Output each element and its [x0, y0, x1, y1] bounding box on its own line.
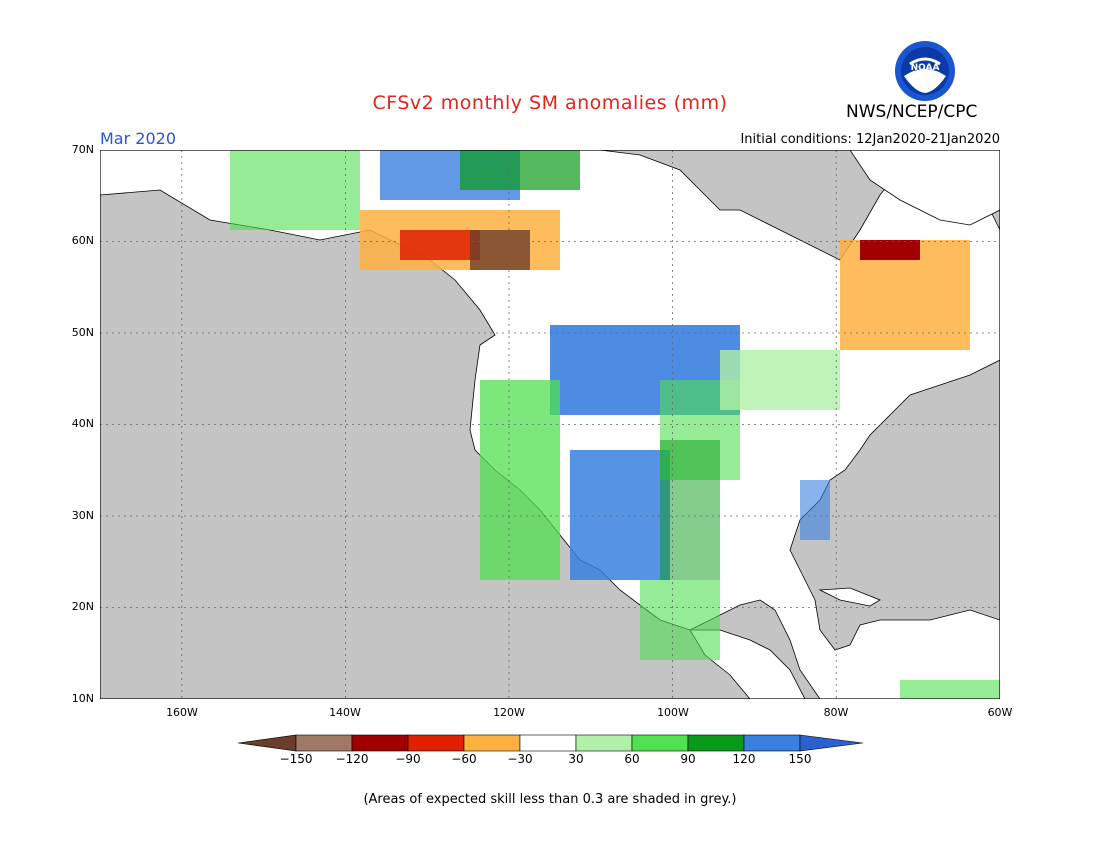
colorbar-label: −150	[279, 752, 313, 766]
anomaly-patches	[230, 150, 1000, 699]
lon-label-160w: 160W	[166, 706, 198, 719]
lon-label-100w: 100W	[657, 706, 689, 719]
colorbar-label: 90	[680, 752, 696, 766]
grid-lines	[100, 150, 1000, 699]
colorbar	[238, 734, 863, 752]
lat-label-40n: 40N	[71, 417, 94, 430]
noaa-logo: NOAA	[894, 40, 956, 102]
svg-text:NOAA: NOAA	[911, 63, 940, 73]
colorbar-label: −90	[395, 752, 421, 766]
colorbar-label: 30	[568, 752, 584, 766]
agency-label: NWS/NCEP/CPC	[846, 102, 978, 122]
lat-label-20n: 20N	[71, 600, 94, 613]
lon-label-60w: 60W	[987, 706, 1013, 719]
lon-label-120w: 120W	[493, 706, 525, 719]
chart-title: CFSv2 monthly SM anomalies (mm)	[372, 92, 728, 114]
lat-label-70n: 70N	[71, 143, 94, 156]
valid-month: Mar 2020	[100, 129, 176, 148]
lat-label-30n: 30N	[71, 509, 94, 522]
land-cuba	[818, 587, 881, 607]
initial-conditions: Initial conditions: 12Jan2020-21Jan2020	[740, 132, 1000, 147]
footnote: (Areas of expected skill less than 0.3 a…	[363, 792, 737, 807]
lat-label-10n: 10N	[71, 692, 94, 705]
lon-label-80w: 80W	[823, 706, 849, 719]
land-greenland	[849, 150, 1000, 226]
colorbar-label: 150	[788, 752, 812, 766]
colorbar-max-arrow	[799, 734, 863, 752]
colorbar-label: −60	[451, 752, 477, 766]
colorbar-label: −120	[335, 752, 369, 766]
lon-label-140w: 140W	[329, 706, 361, 719]
lat-label-60n: 60N	[71, 234, 94, 247]
anomaly-map	[100, 150, 1000, 699]
colorbar-label: −30	[507, 752, 533, 766]
colorbar-label: 120	[732, 752, 756, 766]
colorbar-label: 60	[624, 752, 640, 766]
lat-label-50n: 50N	[71, 326, 94, 339]
colorbar-min-arrow	[238, 734, 297, 752]
